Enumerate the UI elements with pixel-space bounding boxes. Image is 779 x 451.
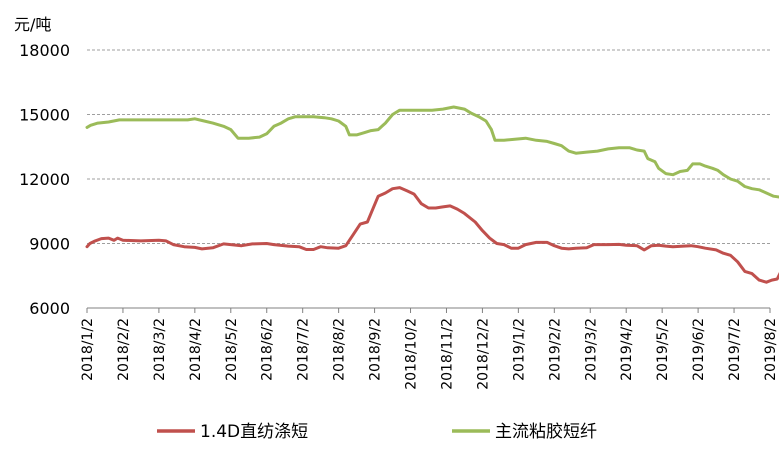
x-tick-label: 2018/9/2	[368, 318, 384, 381]
series-line-2	[85, 105, 779, 199]
y-tick-label: 9000	[29, 235, 70, 254]
x-tick-label: 2019/1/2	[511, 318, 527, 381]
x-tick-label: 2018/4/2	[188, 318, 204, 381]
x-tick-label: 2018/6/2	[260, 318, 276, 381]
x-tick-label: 2019/2/2	[547, 318, 563, 381]
x-tick-label: 2019/4/2	[619, 318, 635, 381]
y-axis-ticks: 6000 9000 12000 15000 18000	[19, 41, 70, 318]
x-tick-label: 2018/10/2	[404, 318, 420, 390]
legend-label-2: 主流粘胶短纤	[495, 422, 597, 442]
x-tick-label: 2018/5/2	[224, 318, 240, 381]
x-tick-label: 2019/3/2	[583, 318, 599, 381]
x-tick-label: 2018/8/2	[332, 318, 348, 381]
x-tick-label: 2018/2/2	[116, 318, 132, 381]
x-tick-label: 2018/7/2	[296, 318, 312, 381]
y-axis-unit-label: 元/吨	[14, 15, 51, 34]
y-tick-label: 6000	[29, 299, 70, 318]
x-tick-label: 2019/8/2	[763, 318, 779, 381]
series-lines	[85, 105, 779, 284]
x-tick-label: 2019/7/2	[727, 318, 743, 381]
y-tick-label: 15000	[19, 106, 70, 125]
x-axis-ticks: 2018/1/2 2018/2/2 2018/3/2 2018/4/2 2018/5/2…	[80, 308, 779, 390]
y-tick-label: 18000	[19, 41, 70, 60]
legend-label-1: 1.4D直纺涤短	[200, 422, 308, 442]
legend: 1.4D直纺涤短 主流粘胶短纤	[157, 422, 597, 442]
x-tick-label: 2018/12/2	[475, 318, 491, 390]
x-tick-label: 2019/6/2	[691, 318, 707, 381]
x-tick-label: 2018/11/2	[439, 318, 455, 390]
x-tick-label: 2019/5/2	[655, 318, 671, 381]
y-tick-label: 12000	[19, 170, 70, 189]
x-tick-label: 2018/3/2	[152, 318, 168, 381]
x-tick-label: 2018/1/2	[80, 318, 96, 381]
gridlines	[87, 49, 770, 244]
series-line-1	[85, 186, 779, 284]
